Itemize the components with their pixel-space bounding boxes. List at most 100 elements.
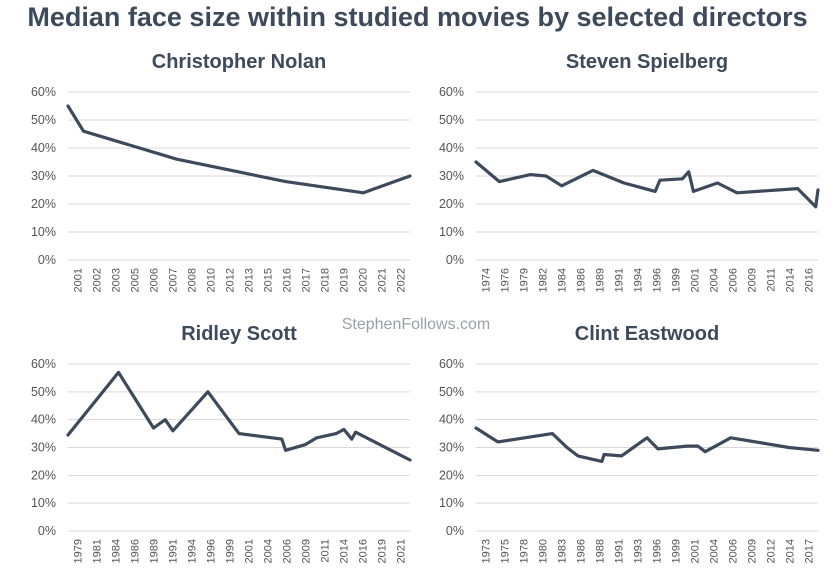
chart-1-data-point <box>66 104 70 108</box>
chart-1-x-tick-label: 2001 <box>73 268 85 292</box>
chart-2-x-tick-label: 1974 <box>481 268 493 292</box>
chart-4-data-point <box>620 454 623 458</box>
chart-3-x-tick-label: 1989 <box>149 539 161 563</box>
chart-4-x-tick-label: 1986 <box>576 539 588 563</box>
chart-3-x-tick-label: 2014 <box>339 539 351 563</box>
chart-3-x-tick-label: 2011 <box>320 539 332 563</box>
chart-2-data-point <box>591 169 595 172</box>
chart-2-y-tick-label: 40% <box>439 141 464 155</box>
chart-2-data-point <box>681 177 684 180</box>
chart-1-x-tick-label: 2018 <box>320 268 332 292</box>
chart-2-y-tick-label: 20% <box>439 197 464 211</box>
chart-4-data-point <box>656 447 660 451</box>
chart-1-x-tick-label: 2015 <box>263 268 275 292</box>
chart-4-y-tick-label: 50% <box>439 385 464 399</box>
chart-3-data-point <box>284 449 287 452</box>
chart-2-x-tick-label: 2004 <box>709 268 721 292</box>
chart-2: Steven Spielberg 0% 10% 20% 30% 40% 50% 60% 1974… <box>439 51 820 292</box>
chart-1-x-tick-label: 2019 <box>339 268 351 292</box>
chart-2-x-tick-label: 1994 <box>633 268 645 292</box>
chart-2-data-point <box>622 181 626 185</box>
chart-2-data-point <box>716 181 719 185</box>
chart-1-series-line <box>66 104 412 195</box>
chart-4-data-point <box>576 454 580 458</box>
chart-1-y-tick-label: 0% <box>38 253 56 267</box>
chart-3-data-point <box>237 432 241 435</box>
chart-2-y-tick-label: 10% <box>439 225 464 239</box>
chart-1-title: Christopher Nolan <box>152 51 326 73</box>
chart-4-y-tick-label: 10% <box>439 496 464 510</box>
chart-2-x-tick-label: 2016 <box>804 268 816 292</box>
chart-1-y-tick-label: 60% <box>31 85 56 99</box>
watermark: StephenFollows.com <box>341 316 491 333</box>
chart-3-series-line <box>66 370 412 462</box>
chart-2-x-tick-label: 2014 <box>785 268 797 292</box>
chart-2-data-point <box>816 188 820 192</box>
chart-4-x-tick-label: 1993 <box>633 539 645 563</box>
main-title: Median face size within studied movies b… <box>27 2 808 32</box>
chart-3-data-point <box>164 418 167 421</box>
chart-4-x-tick-label: 1991 <box>614 539 626 563</box>
chart-4-data-point <box>729 436 732 439</box>
chart-2-data-point <box>654 190 657 193</box>
chart-2-title: Steven Spielberg <box>566 51 728 73</box>
chart-2-x-tick-label: 2009 <box>747 268 759 292</box>
chart-3-x-tick-label: 1984 <box>111 539 123 563</box>
chart-2-y-tick-label: 0% <box>446 253 464 267</box>
chart-2-data-point <box>687 170 690 173</box>
chart-2-x-tick-label: 1986 <box>576 268 588 292</box>
chart-2-data-point <box>735 191 739 194</box>
chart-4-series-line <box>474 426 820 463</box>
chart-4-y-tick-label: 0% <box>446 524 464 538</box>
chart-3-data-point <box>152 426 155 430</box>
chart-3-y-tick-label: 50% <box>31 385 56 399</box>
chart-3-x-tick-label: 2021 <box>396 539 408 563</box>
chart-1-x-tick-label: 2006 <box>149 268 161 292</box>
chart-4-x-tick-label: 2014 <box>785 539 797 563</box>
chart-1-x-tick-label: 2020 <box>358 268 370 292</box>
chart-4-data-point <box>474 426 478 430</box>
chart-2-x-tick-label: 2006 <box>728 268 740 292</box>
chart-1-data-point <box>82 130 85 133</box>
chart-2-x-tick-label: 1984 <box>557 268 569 292</box>
chart-1-y-tick-label: 40% <box>31 141 56 155</box>
chart-3-x-tick-label: 2001 <box>244 539 256 563</box>
chart-1-x-tick-label: 2013 <box>244 268 256 292</box>
chart-4-x-tick-label: 2012 <box>766 539 778 563</box>
chart-3-x-tick-label: 2004 <box>263 539 275 563</box>
chart-3-x-tick-label: 2019 <box>377 539 389 563</box>
chart-1-data-point <box>362 191 365 194</box>
chart-4-x-tick-label: 1978 <box>519 539 531 563</box>
chart-1-data-point <box>175 158 178 161</box>
chart-3-y-tick-label: 20% <box>31 468 56 482</box>
chart-3-x-tick-label: 1994 <box>187 539 199 563</box>
chart-3-x-tick-label: 1981 <box>92 539 104 563</box>
chart-3-x-tick-label: 2016 <box>358 539 370 563</box>
chart-3-data-point <box>206 390 210 393</box>
chart-2-data-point <box>544 174 548 178</box>
chart-1-x-tick-label: 2017 <box>301 268 313 292</box>
chart-2-y-tick-label: 30% <box>439 169 464 183</box>
chart-1-y-tick-label: 10% <box>31 225 56 239</box>
chart-1-y-tick-label: 20% <box>31 197 56 211</box>
chart-4-y-tick-label: 40% <box>439 413 464 427</box>
chart-4: Clint Eastwood 0% 10% 20% 30% 40% 50% 60% 1973 19… <box>439 323 820 563</box>
chart-4-x-tick-label: 1988 <box>595 539 607 563</box>
chart-1-x-tick-label: 2002 <box>92 268 104 292</box>
chart-1-y-tick-label: 50% <box>31 113 56 127</box>
chart-4-y-tick-label: 60% <box>439 357 464 371</box>
chart-2-y-tick-label: 60% <box>439 85 464 99</box>
chart-4-x-tick-label: 1999 <box>671 539 683 563</box>
chart-4-y-tick-label: 30% <box>439 441 464 455</box>
chart-4-data-point <box>816 449 820 452</box>
chart-1: Christopher Nolan 0% 10% 20% 30% 40% 50% 60% 200… <box>31 51 412 292</box>
chart-2-data-point <box>814 205 817 208</box>
chart-3-x-tick-label: 2009 <box>301 539 313 563</box>
chart-4-x-tick-label: 2006 <box>728 539 740 563</box>
chart-2-data-point <box>692 190 695 193</box>
chart-2-x-tick-label: 1979 <box>519 268 531 292</box>
chart-4-x-tick-label: 2009 <box>747 539 759 563</box>
chart-2-data-point <box>658 179 662 182</box>
chart-1-x-tick-label: 2021 <box>377 268 389 292</box>
chart-2-x-tick-label: 2011 <box>766 268 778 292</box>
